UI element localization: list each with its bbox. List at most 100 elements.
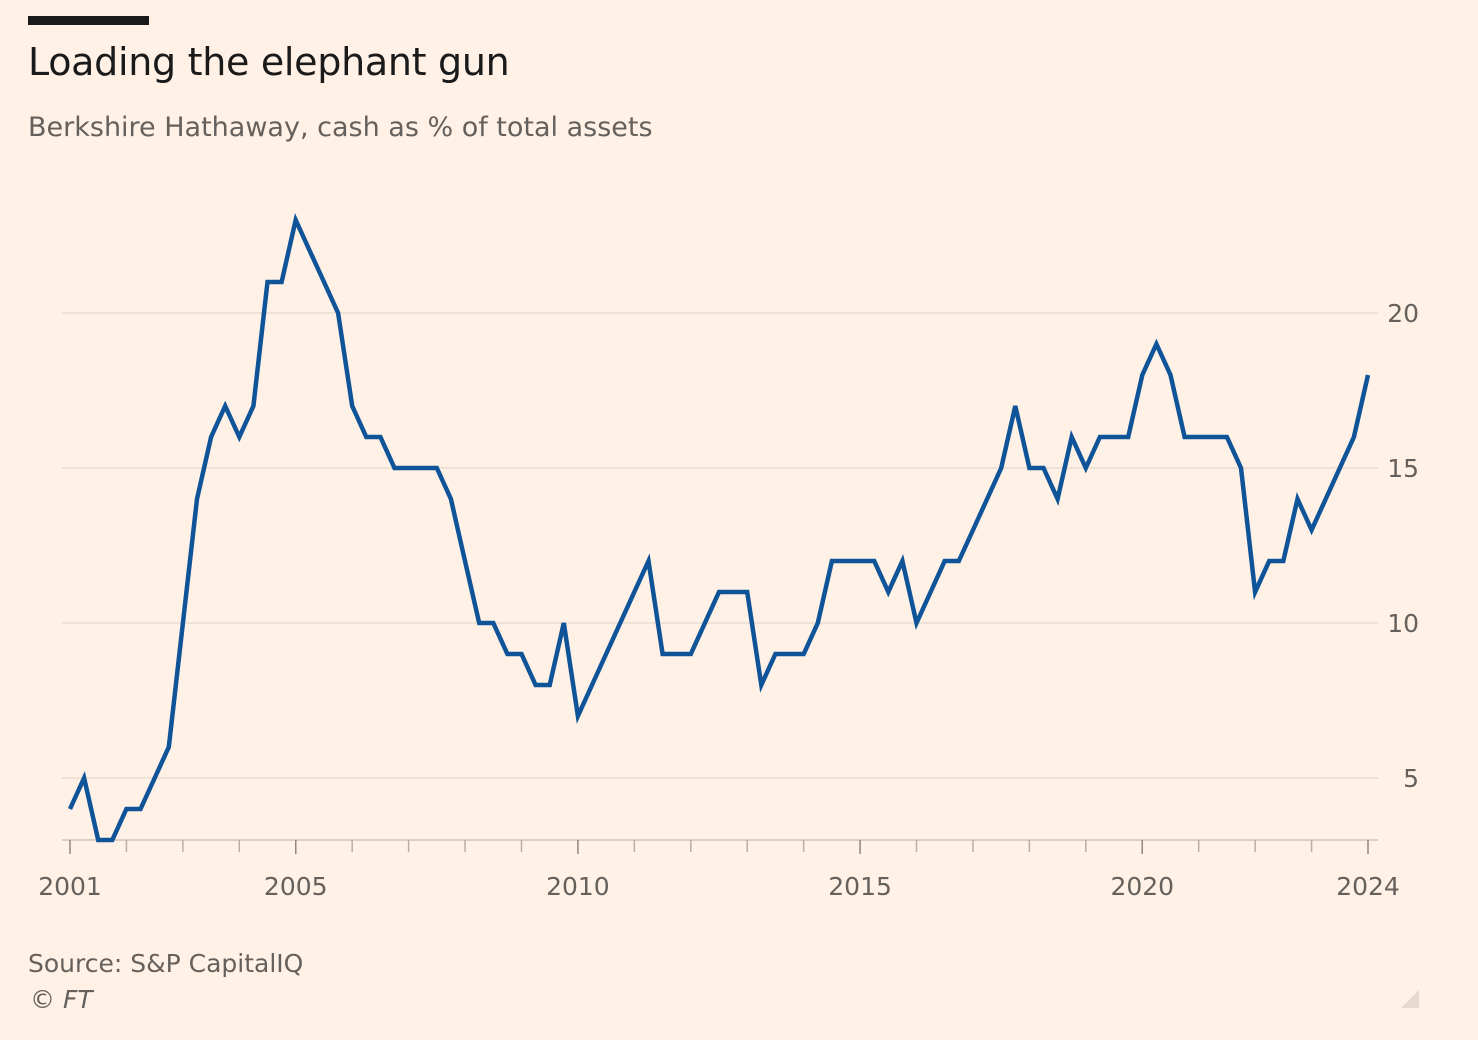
chart-title: Loading the elephant gun	[28, 40, 510, 84]
y-tick-label: 5	[1403, 764, 1419, 793]
data-point	[406, 465, 412, 471]
data-point	[392, 465, 398, 471]
data-point	[829, 558, 835, 564]
data-point	[1294, 496, 1300, 502]
data-point	[490, 620, 496, 626]
x-tick-label: 2024	[1336, 872, 1400, 901]
data-point	[631, 589, 637, 595]
data-point	[420, 465, 426, 471]
data-point	[236, 434, 242, 440]
data-point	[222, 403, 228, 409]
data-point	[575, 713, 581, 719]
data-point	[250, 403, 256, 409]
data-point	[843, 558, 849, 564]
data-point	[956, 558, 962, 564]
data-point	[1323, 496, 1329, 502]
resize-handle-icon[interactable]	[1399, 988, 1421, 1010]
data-point	[166, 744, 172, 750]
data-point	[1083, 465, 1089, 471]
x-tick-label: 2005	[264, 872, 328, 901]
data-point	[1182, 434, 1188, 440]
data-point	[758, 682, 764, 688]
data-point	[335, 310, 341, 316]
data-point	[1139, 372, 1145, 378]
data-point	[1069, 434, 1075, 440]
data-point	[645, 558, 651, 564]
data-point	[208, 434, 214, 440]
data-point	[660, 651, 666, 657]
data-point	[871, 558, 877, 564]
y-tick-label: 15	[1387, 454, 1419, 483]
source-note: Source: S&P CapitalIQ	[28, 949, 304, 978]
y-axis-labels: 5 10 15 20	[1387, 299, 1419, 793]
top-rule	[28, 16, 149, 25]
data-point	[1055, 496, 1061, 502]
data-point	[180, 620, 186, 626]
data-point	[914, 620, 920, 626]
y-tick-label: 10	[1387, 609, 1419, 638]
data-point	[885, 589, 891, 595]
data-point	[265, 279, 271, 285]
gridlines	[62, 312, 1378, 779]
data-point	[1196, 434, 1202, 440]
chart-subtitle: Berkshire Hathaway, cash as % of total a…	[28, 112, 653, 143]
data-point	[293, 217, 299, 223]
x-axis	[62, 839, 1378, 854]
data-point	[138, 806, 144, 812]
data-point	[617, 620, 623, 626]
data-point	[123, 806, 129, 812]
data-point	[1351, 434, 1357, 440]
data-point	[857, 558, 863, 564]
data-point	[1041, 465, 1047, 471]
data-point	[1266, 558, 1272, 564]
data-point	[899, 558, 905, 564]
data-point	[95, 837, 101, 843]
data-point	[349, 403, 355, 409]
data-point	[970, 527, 976, 533]
data-point	[561, 620, 567, 626]
data-point	[1365, 372, 1371, 378]
x-tick-label: 2010	[546, 872, 610, 901]
series-line-cash-pct	[67, 212, 1371, 843]
data-point	[518, 651, 524, 657]
data-point	[1125, 434, 1131, 440]
x-axis-labels: 2001 2005 2010 2015 2020 2024	[38, 872, 1400, 901]
data-point	[533, 682, 539, 688]
data-point	[1252, 589, 1258, 595]
data-point	[547, 682, 553, 688]
data-point	[1238, 465, 1244, 471]
data-point	[109, 837, 115, 843]
data-point	[504, 651, 510, 657]
data-point	[1167, 372, 1173, 378]
data-point	[744, 589, 750, 595]
data-point	[1026, 465, 1032, 471]
data-point	[998, 465, 1004, 471]
x-tick-label: 2001	[38, 872, 102, 901]
data-point	[67, 806, 73, 812]
data-point	[1337, 465, 1343, 471]
data-point	[363, 434, 369, 440]
line-chart: 5 10 15 20 2001 2005 2010 2015 2020 2024	[38, 212, 1419, 901]
data-point	[1111, 434, 1117, 440]
data-point	[801, 651, 807, 657]
data-point	[1097, 434, 1103, 440]
data-point	[279, 279, 285, 285]
data-point	[434, 465, 440, 471]
data-point	[152, 775, 158, 781]
data-point	[928, 589, 934, 595]
data-point	[942, 558, 948, 564]
data-point	[730, 589, 736, 595]
copyright-note: © FT	[30, 985, 93, 1014]
data-point	[1280, 558, 1286, 564]
data-point	[307, 248, 313, 254]
data-point	[1210, 434, 1216, 440]
data-point	[448, 496, 454, 502]
data-point	[815, 620, 821, 626]
data-point	[603, 651, 609, 657]
data-point	[1224, 434, 1230, 440]
y-tick-label: 20	[1387, 299, 1419, 328]
data-point	[716, 589, 722, 595]
data-point	[772, 651, 778, 657]
x-tick-label: 2020	[1110, 872, 1174, 901]
data-point	[674, 651, 680, 657]
